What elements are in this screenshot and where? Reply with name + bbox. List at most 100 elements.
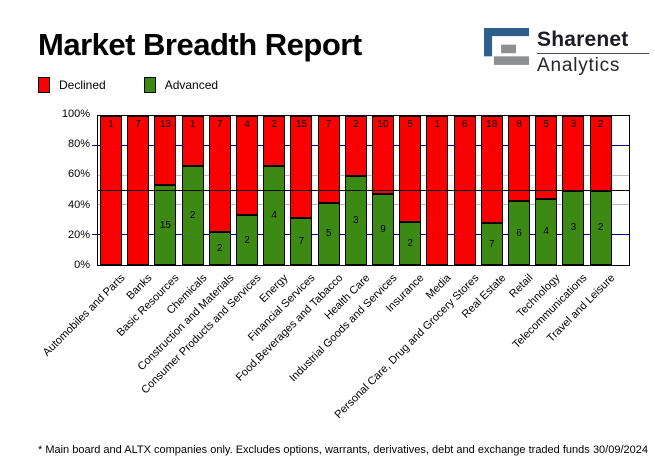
advanced-segment: 4 bbox=[263, 165, 286, 265]
advanced-value: 6 bbox=[516, 227, 522, 239]
declined-segment: 15 bbox=[290, 116, 313, 218]
advanced-segment: 7 bbox=[290, 217, 313, 265]
advanced-segment: 2 bbox=[181, 165, 204, 265]
declined-value: 3 bbox=[570, 119, 577, 130]
legend-label: Declined bbox=[59, 78, 106, 92]
bar-group: 15 7 bbox=[290, 116, 313, 265]
advanced-value: 5 bbox=[325, 228, 332, 240]
chart-footer: * Main board and ALTX companies only. Ex… bbox=[38, 444, 648, 456]
sharenet-logo: Sharenet Analytics bbox=[484, 28, 649, 77]
advanced-value: 4 bbox=[271, 209, 277, 221]
bar-group: 18 7 bbox=[480, 116, 503, 265]
declined-segment: 18 bbox=[480, 116, 503, 224]
declined-value: 13 bbox=[159, 119, 171, 130]
declined-segment: 5 bbox=[535, 116, 558, 199]
declined-value: 2 bbox=[271, 119, 277, 130]
advanced-segment: 4 bbox=[535, 198, 558, 265]
advanced-value: 3 bbox=[570, 222, 577, 234]
advanced-value: 4 bbox=[543, 226, 549, 238]
declined-value: 6 bbox=[461, 119, 468, 130]
advanced-value: 9 bbox=[380, 224, 386, 236]
declined-value: 18 bbox=[486, 119, 498, 130]
advanced-value: 3 bbox=[353, 214, 359, 226]
advanced-segment: 7 bbox=[480, 223, 503, 265]
declined-value: 1 bbox=[108, 119, 114, 130]
legend-swatch bbox=[143, 77, 156, 93]
advanced-segment: 2 bbox=[589, 190, 612, 265]
chart-legend: Declined Advanced bbox=[38, 77, 218, 93]
legend-label: Advanced bbox=[164, 78, 219, 92]
advanced-segment: 3 bbox=[344, 175, 367, 265]
advanced-value: 15 bbox=[159, 219, 171, 231]
declined-value: 1 bbox=[189, 119, 196, 130]
bar-group: 6 bbox=[453, 116, 476, 265]
declined-value: 2 bbox=[597, 119, 604, 130]
declined-value: 7 bbox=[217, 119, 223, 130]
legend-item: Declined bbox=[38, 77, 106, 93]
declined-segment: 6 bbox=[453, 116, 476, 265]
declined-segment: 7 bbox=[317, 116, 340, 203]
advanced-value: 7 bbox=[489, 238, 495, 250]
y-axis-label: 60% bbox=[67, 168, 90, 181]
advanced-value: 2 bbox=[189, 209, 196, 221]
declined-segment: 4 bbox=[236, 116, 258, 216]
declined-segment: 8 bbox=[508, 116, 530, 202]
declined-value: 10 bbox=[377, 119, 389, 130]
declined-segment: 2 bbox=[344, 116, 367, 176]
logo-subtitle: Analytics bbox=[537, 55, 621, 77]
advanced-segment: 6 bbox=[508, 201, 530, 265]
y-axis-label: 80% bbox=[67, 138, 90, 151]
declined-value: 1 bbox=[434, 119, 441, 130]
declined-segment: 7 bbox=[127, 116, 150, 265]
logo-text: Sharenet Analytics bbox=[537, 28, 649, 77]
chart-plot: 1 7 13 15 1 2 7 2 4 2 2 4 15 7 7 5 2 3 10 9 5 2 1 6 18 7 8 6 5 4 3 3 2 2 bbox=[92, 115, 630, 266]
declined-segment: 5 bbox=[399, 116, 422, 223]
advanced-value: 2 bbox=[244, 234, 250, 246]
legend-swatch bbox=[38, 77, 50, 93]
page-title: Market Breadth Report bbox=[38, 27, 362, 62]
declined-segment: 1 bbox=[426, 116, 449, 265]
report-date: 30/09/2024 bbox=[592, 444, 648, 456]
advanced-value: 2 bbox=[217, 242, 223, 254]
bar-group: 13 15 bbox=[154, 116, 177, 265]
declined-segment: 7 bbox=[208, 116, 231, 232]
advanced-value: 2 bbox=[407, 238, 413, 250]
advanced-segment: 5 bbox=[317, 202, 340, 265]
declined-segment: 1 bbox=[181, 116, 204, 166]
declined-segment: 1 bbox=[100, 116, 122, 265]
y-axis-label: 100% bbox=[61, 108, 90, 120]
footnote: * Main board and ALTX companies only. Ex… bbox=[38, 444, 590, 456]
advanced-segment: 2 bbox=[208, 231, 231, 265]
declined-value: 7 bbox=[325, 119, 332, 130]
bar-group: 1 bbox=[100, 116, 122, 265]
gridline-50 bbox=[98, 189, 629, 191]
declined-value: 5 bbox=[407, 119, 413, 130]
bar-group: 1 bbox=[426, 116, 449, 265]
logo-divider bbox=[537, 53, 649, 55]
y-axis-label: 0% bbox=[74, 259, 90, 271]
declined-value: 7 bbox=[135, 119, 141, 130]
advanced-segment: 2 bbox=[236, 215, 258, 265]
advanced-segment: 15 bbox=[154, 185, 177, 265]
declined-value: 4 bbox=[244, 119, 250, 130]
y-axis-label: 20% bbox=[67, 228, 90, 241]
declined-value: 2 bbox=[353, 119, 359, 130]
y-axis-label: 40% bbox=[67, 198, 90, 211]
advanced-segment: 2 bbox=[399, 222, 422, 265]
declined-segment: 2 bbox=[263, 116, 286, 166]
declined-segment: 3 bbox=[562, 116, 585, 191]
declined-value: 15 bbox=[295, 119, 307, 130]
declined-value: 5 bbox=[543, 119, 549, 130]
